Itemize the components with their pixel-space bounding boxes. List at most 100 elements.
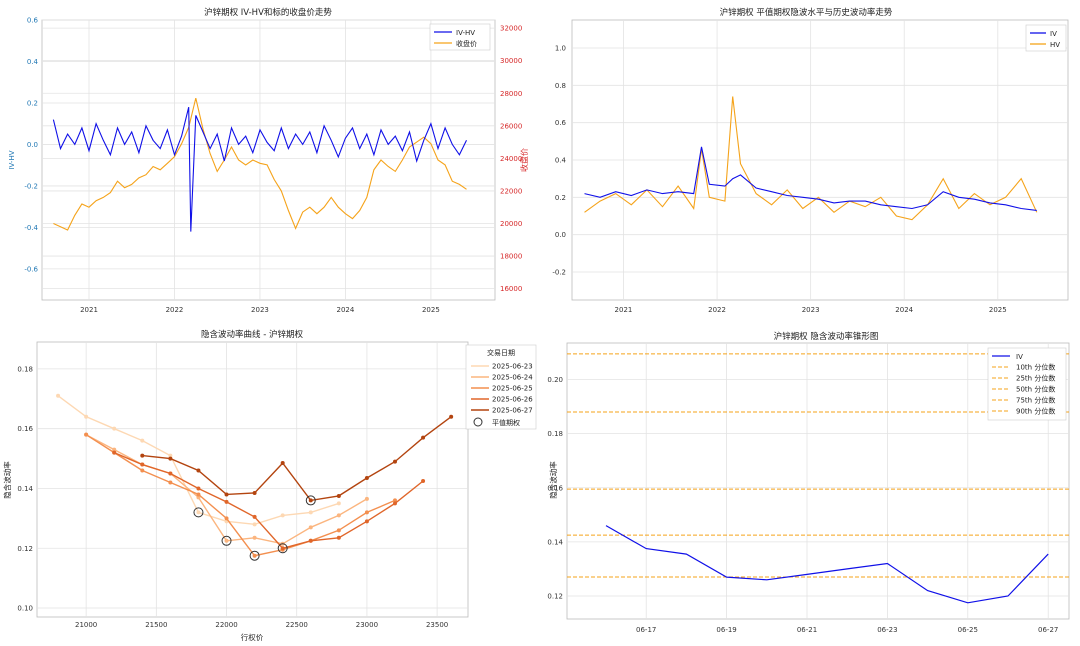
panel4-gridlines <box>567 343 1069 619</box>
smile-point <box>196 486 201 491</box>
series-close-price <box>53 97 467 231</box>
panel3-gridlines <box>37 342 468 617</box>
panel4-legend: IV 10th 分位数 25th 分位数 50th 分位数 75th 分位数 90th … <box>987 347 1067 421</box>
y2-tick-label: 22000 <box>500 187 522 195</box>
y2-tick-label: 20000 <box>500 220 522 228</box>
smile-point <box>56 393 61 398</box>
x-tick-label: 2022 <box>708 306 726 314</box>
y2-tick-label: 26000 <box>500 122 522 130</box>
panel3-title: 隐含波动率曲线 - 沪锌期权 <box>201 329 303 340</box>
panel-iv-smile: 隐含波动率曲线 - 沪锌期权 21000 21500 22000 22500 23000… <box>2 329 537 642</box>
smile-point <box>336 501 341 506</box>
smile-point <box>336 513 341 518</box>
legend-atm: 平值期权 <box>492 418 520 427</box>
panel3-legend-entries: 2025-06-23 2025-06-24 2025-06-25 2025-06-26… <box>471 363 533 415</box>
y-tick-label: 0.4 <box>555 157 567 165</box>
smile-point <box>168 480 173 485</box>
x-tick-label: 2021 <box>615 306 633 314</box>
smile-point <box>308 538 313 543</box>
smile-point <box>364 476 369 481</box>
y2-tick-label: 28000 <box>500 90 522 98</box>
panel1-ticks: 2021 2022 2023 2024 2025 -0.6 -0.4 -0.2 0.0 0.2 0.… <box>24 17 522 315</box>
y-tick-label: 0.2 <box>27 99 38 107</box>
x-tick-label: 2021 <box>80 306 98 314</box>
legend-iv: IV <box>1050 30 1057 38</box>
y-tick-label: -0.2 <box>552 269 566 277</box>
y2-tick-label: 24000 <box>500 155 522 163</box>
panel-iv-cone: 沪锌期权 隐含波动率锥形图 06-17 06-19 06-21 06-23 06-25 0… <box>547 331 1070 634</box>
panel4-ticks: 06-17 06-19 06-21 06-23 06-25 06-27 0.12 0.14 0.… <box>547 376 1058 634</box>
smile-point <box>224 492 229 497</box>
smile-point <box>392 498 397 503</box>
series-iv-cone <box>605 525 1049 604</box>
legend-date: 2025-06-23 <box>492 363 533 371</box>
y2-tick-label: 18000 <box>500 253 522 261</box>
smile-line-2025-06-27 <box>142 416 452 502</box>
y-tick-label: 0.6 <box>555 119 567 127</box>
panel3-ylabel: 隐含波动率 <box>2 461 12 499</box>
smile-point <box>196 510 201 515</box>
smile-point <box>392 501 397 506</box>
smile-point <box>364 519 369 524</box>
y-tick-label: 0.10 <box>17 605 33 613</box>
panel4-legend-entries: 10th 分位数 25th 分位数 50th 分位数 75th 分位数 90th 分位数 <box>992 363 1055 416</box>
y-tick-label: 0.0 <box>27 141 38 149</box>
smile-point <box>252 522 257 527</box>
panel4-ylabel: 隐含波动率 <box>548 461 558 499</box>
smile-point <box>196 495 201 500</box>
legend-date: 2025-06-25 <box>492 385 533 393</box>
smile-point <box>224 538 229 543</box>
y-tick-label: 0.16 <box>547 484 563 492</box>
x-tick-label: 23500 <box>426 621 448 629</box>
legend-iv-hv: IV-HV <box>456 29 475 37</box>
x-tick-label: 2023 <box>251 306 269 314</box>
x-tick-label: 22500 <box>286 621 308 629</box>
series-iv <box>584 146 1037 211</box>
panel-iv-hv-levels: 沪锌期权 平值期权隐波水平与历史波动率走势 2021 2022 2023 2024 20… <box>552 7 1069 314</box>
smile-point <box>140 453 145 458</box>
panel3-ticks: 21000 21500 22000 22500 23000 23500 0.10 0.12 0.… <box>17 365 448 629</box>
panel1-title: 沪锌期权 IV-HV和标的收盘价走势 <box>204 7 332 18</box>
panel2-title: 沪锌期权 平值期权隐波水平与历史波动率走势 <box>720 7 893 18</box>
smile-point <box>84 414 89 419</box>
atm-marker <box>249 550 260 561</box>
x-tick-label: 2022 <box>166 306 184 314</box>
y-tick-label: -0.2 <box>24 182 38 190</box>
smile-point <box>308 510 313 515</box>
x-tick-label: 2024 <box>337 306 355 314</box>
y-tick-label: 0.0 <box>555 231 566 239</box>
panel4-legend-box <box>987 347 1067 421</box>
smile-point <box>112 450 117 455</box>
atm-marker <box>305 495 316 506</box>
legend-hv: HV <box>1050 41 1060 49</box>
legend-percentile: 75th 分位数 <box>1016 396 1055 405</box>
y-tick-label: 0.16 <box>17 425 33 433</box>
x-tick-label: 21000 <box>75 621 97 629</box>
legend-percentile: 25th 分位数 <box>1016 374 1055 383</box>
y-tick-label: 0.12 <box>547 593 563 601</box>
series-iv-hv <box>52 106 467 232</box>
x-tick-label: 21500 <box>145 621 167 629</box>
smile-line-2025-06-26 <box>113 451 424 550</box>
smile-point <box>421 435 426 440</box>
panel3-frame <box>36 341 469 618</box>
smile-point <box>364 496 369 501</box>
panel1-legend-box <box>429 23 491 51</box>
smile-point <box>84 432 89 437</box>
panel1-y2label: 收盘价 <box>519 148 529 172</box>
y-tick-label: -0.6 <box>24 265 38 273</box>
atm-marker <box>221 535 232 546</box>
x-tick-label: 06-25 <box>958 626 978 634</box>
panel2-legend: IV HV <box>1025 24 1067 52</box>
panel3-series-group <box>56 393 454 561</box>
y-tick-label: 1.0 <box>555 45 566 53</box>
smile-point <box>280 461 285 466</box>
y2-tick-label: 30000 <box>500 57 522 65</box>
y-tick-label: 0.2 <box>555 194 566 202</box>
smile-point <box>140 468 145 473</box>
smile-point <box>168 453 173 458</box>
smile-point <box>252 553 257 558</box>
x-tick-label: 2025 <box>422 306 440 314</box>
x-tick-label: 06-19 <box>716 626 736 634</box>
